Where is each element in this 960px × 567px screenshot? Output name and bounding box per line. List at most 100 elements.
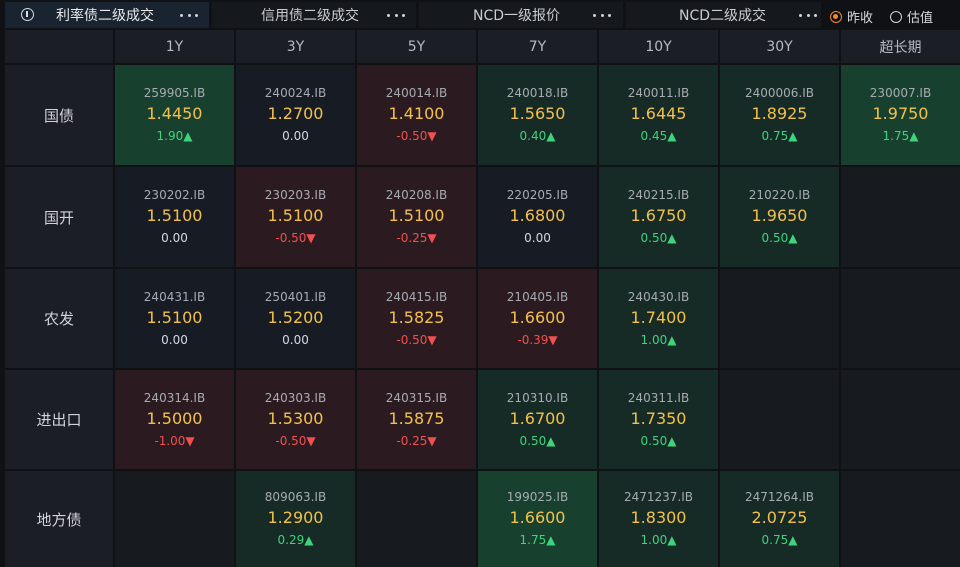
bond-yield: 1.6445 (630, 104, 687, 123)
bond-cell[interactable]: 240311.IB 1.7350 0.50▲ (599, 370, 718, 469)
bond-yield: 1.8300 (630, 508, 687, 527)
bond-code: 2400006.IB (744, 86, 815, 100)
bond-yield: 1.5650 (509, 104, 566, 123)
row-header: 农发 (5, 269, 113, 368)
bond-yield: 1.5875 (388, 408, 445, 428)
bond-cell[interactable]: 2471237.IB 1.8300 1.00▲ (599, 471, 718, 567)
bond-cell[interactable]: 210310.IB 1.6700 0.50▲ (478, 370, 597, 469)
bond-cell[interactable]: 230203.IB 1.5100 -0.50▼ (236, 167, 355, 267)
header-corner (5, 30, 113, 63)
bond-code: 809063.IB (264, 490, 327, 504)
tab-bar: 利率债二级成交 信用债二级成交 NCD一级报价 NCD二级成交 昨收 估值 (0, 0, 960, 30)
bond-code: 199025.IB (506, 490, 569, 504)
tab-ncd-primary[interactable]: NCD一级报价 (419, 2, 623, 28)
yield-change: 0.75▲ (761, 533, 798, 547)
bond-yield: 1.5825 (388, 307, 445, 327)
empty-cell (841, 269, 960, 368)
yield-change: 0.50▲ (640, 231, 677, 245)
yield-change: 1.75▲ (519, 533, 556, 547)
bond-yield: 2.0725 (751, 508, 808, 527)
empty-cell (841, 167, 960, 267)
bond-code: 210310.IB (506, 390, 569, 405)
bond-cell[interactable]: 240314.IB 1.5000 -1.00▼ (115, 370, 234, 469)
bond-code: 230203.IB (264, 188, 327, 202)
row-header: 进出口 (5, 370, 113, 469)
yield-change: -0.50▼ (396, 332, 437, 347)
bond-cell[interactable]: 240208.IB 1.5100 -0.25▼ (357, 167, 476, 267)
bond-cell[interactable]: 240430.IB 1.7400 1.00▲ (599, 269, 718, 368)
bond-cell[interactable]: 220205.IB 1.6800 0.00 (478, 167, 597, 267)
bond-cell[interactable]: 210405.IB 1.6600 -0.39▼ (478, 269, 597, 368)
bond-cell[interactable]: 210220.IB 1.9650 0.50▲ (720, 167, 839, 267)
bond-yield: 1.6750 (630, 206, 687, 225)
bond-cell[interactable]: 240024.IB 1.2700 0.00 (236, 65, 355, 165)
bond-yield: 1.5100 (267, 206, 324, 225)
bond-yield: 1.4450 (146, 104, 203, 123)
bond-yield: 1.6600 (509, 508, 566, 527)
bond-code: 240215.IB (627, 188, 690, 202)
bond-cell[interactable]: 240215.IB 1.6750 0.50▲ (599, 167, 718, 267)
bond-cell[interactable]: 240014.IB 1.4100 -0.50▼ (357, 65, 476, 165)
empty-cell (841, 471, 960, 567)
bond-yield: 1.5200 (267, 307, 324, 327)
bond-cell[interactable]: 809063.IB 1.2900 0.29▲ (236, 471, 355, 567)
column-header[interactable]: 5Y (357, 30, 476, 63)
yield-change: 0.40▲ (519, 129, 556, 143)
bond-cell[interactable]: 250401.IB 1.5200 0.00 (236, 269, 355, 368)
yield-change: -0.50▼ (275, 231, 316, 245)
bond-yield: 1.5000 (146, 408, 203, 428)
bond-cell[interactable]: 240415.IB 1.5825 -0.50▼ (357, 269, 476, 368)
yield-change: -0.50▼ (275, 433, 316, 448)
more-icon[interactable] (593, 8, 611, 22)
row-header: 地方债 (5, 471, 113, 567)
radio-prev-close[interactable]: 昨收 (830, 7, 873, 26)
empty-cell (841, 370, 960, 469)
bond-code: 259905.IB (143, 86, 206, 100)
bond-code: 2471264.IB (744, 490, 815, 504)
column-header[interactable]: 10Y (599, 30, 718, 63)
yield-change: 1.90▲ (156, 129, 193, 143)
column-header[interactable]: 3Y (236, 30, 355, 63)
bond-yield: 1.5300 (267, 408, 324, 428)
bond-yield: 1.5100 (146, 307, 203, 327)
empty-cell (115, 471, 234, 567)
yield-change: 0.29▲ (277, 533, 314, 547)
column-header[interactable]: 超长期 (841, 30, 960, 63)
bond-cell[interactable]: 240315.IB 1.5875 -0.25▼ (357, 370, 476, 469)
bond-code: 240024.IB (264, 86, 327, 100)
more-icon[interactable] (180, 8, 198, 22)
bond-yield: 1.4100 (388, 104, 445, 123)
bond-cell[interactable]: 240011.IB 1.6445 0.45▲ (599, 65, 718, 165)
bond-code: 240303.IB (264, 390, 327, 405)
bond-cell[interactable]: 2400006.IB 1.8925 0.75▲ (720, 65, 839, 165)
bond-code: 240314.IB (143, 390, 206, 405)
column-header[interactable]: 30Y (720, 30, 839, 63)
bond-cell[interactable]: 240018.IB 1.5650 0.40▲ (478, 65, 597, 165)
bond-code: 240208.IB (385, 188, 448, 202)
bond-cell[interactable]: 259905.IB 1.4450 1.90▲ (115, 65, 234, 165)
tab-credit-secondary[interactable]: 信用债二级成交 (212, 2, 416, 28)
bond-cell[interactable]: 230202.IB 1.5100 0.00 (115, 167, 234, 267)
bond-code: 240431.IB (143, 289, 206, 304)
bond-cell[interactable]: 230007.IB 1.9750 1.75▲ (841, 65, 960, 165)
yield-change: 0.00 (524, 231, 551, 245)
bond-code: 240018.IB (506, 86, 569, 100)
tab-ncd-secondary[interactable]: NCD二级成交 (626, 2, 821, 28)
yield-change: 0.50▲ (519, 433, 556, 448)
yield-change: 0.50▲ (640, 433, 677, 448)
radio-valuation[interactable]: 估值 (890, 7, 933, 26)
column-header[interactable]: 1Y (115, 30, 234, 63)
empty-cell (720, 269, 839, 368)
more-icon[interactable] (799, 8, 817, 22)
bond-cell[interactable]: 2471264.IB 2.0725 0.75▲ (720, 471, 839, 567)
bond-cell[interactable]: 240431.IB 1.5100 0.00 (115, 269, 234, 368)
tab-rates-secondary[interactable]: 利率债二级成交 (5, 2, 209, 28)
yield-change: 0.00 (282, 332, 309, 347)
bond-code: 230202.IB (143, 188, 206, 202)
yield-change: -0.39▼ (517, 332, 558, 347)
bond-cell[interactable]: 240303.IB 1.5300 -0.50▼ (236, 370, 355, 469)
more-icon[interactable] (387, 8, 405, 22)
info-icon[interactable] (21, 8, 34, 21)
column-header[interactable]: 7Y (478, 30, 597, 63)
bond-cell[interactable]: 199025.IB 1.6600 1.75▲ (478, 471, 597, 567)
